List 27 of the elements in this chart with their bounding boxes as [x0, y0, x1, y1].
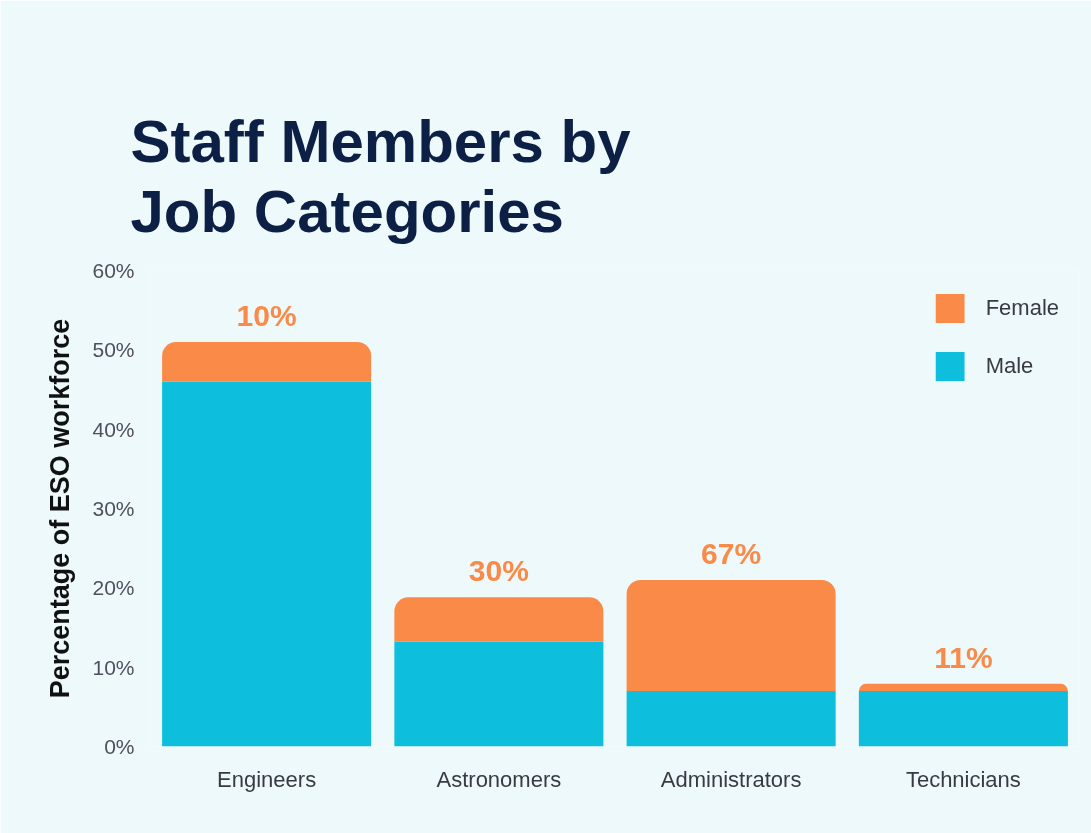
chart-title: Staff Members by Job Categories [130, 108, 632, 246]
x-tick-label: Astronomers [436, 766, 562, 792]
y-tick-label: 0% [104, 735, 135, 758]
annotation: 30% [468, 554, 529, 588]
legend-label: Female [985, 295, 1059, 321]
bar [858, 690, 1068, 747]
y-axis-title: Percentage of ESO workforce [45, 318, 76, 699]
bar [626, 690, 836, 747]
bar [394, 641, 604, 747]
annotation: 67% [701, 536, 762, 570]
bar [162, 381, 372, 747]
bar [394, 597, 604, 642]
x-tick-label: Engineers [217, 766, 317, 792]
y-tick-label: 10% [92, 655, 135, 679]
bar [626, 579, 836, 691]
y-tick-label: 60% [92, 259, 135, 282]
y-tick-label: 30% [92, 497, 135, 520]
legend-label: Male [985, 353, 1034, 379]
annotation: 11% [934, 640, 993, 674]
annotation: 10% [236, 298, 297, 332]
y-tick-label: 40% [92, 417, 135, 441]
x-tick-label: Technicians [905, 766, 1021, 792]
bar [858, 683, 1068, 691]
x-tick-label: Administrators [660, 766, 802, 792]
y-tick-label: 50% [92, 338, 135, 362]
bar [162, 341, 372, 382]
y-tick-label: 20% [92, 576, 135, 600]
